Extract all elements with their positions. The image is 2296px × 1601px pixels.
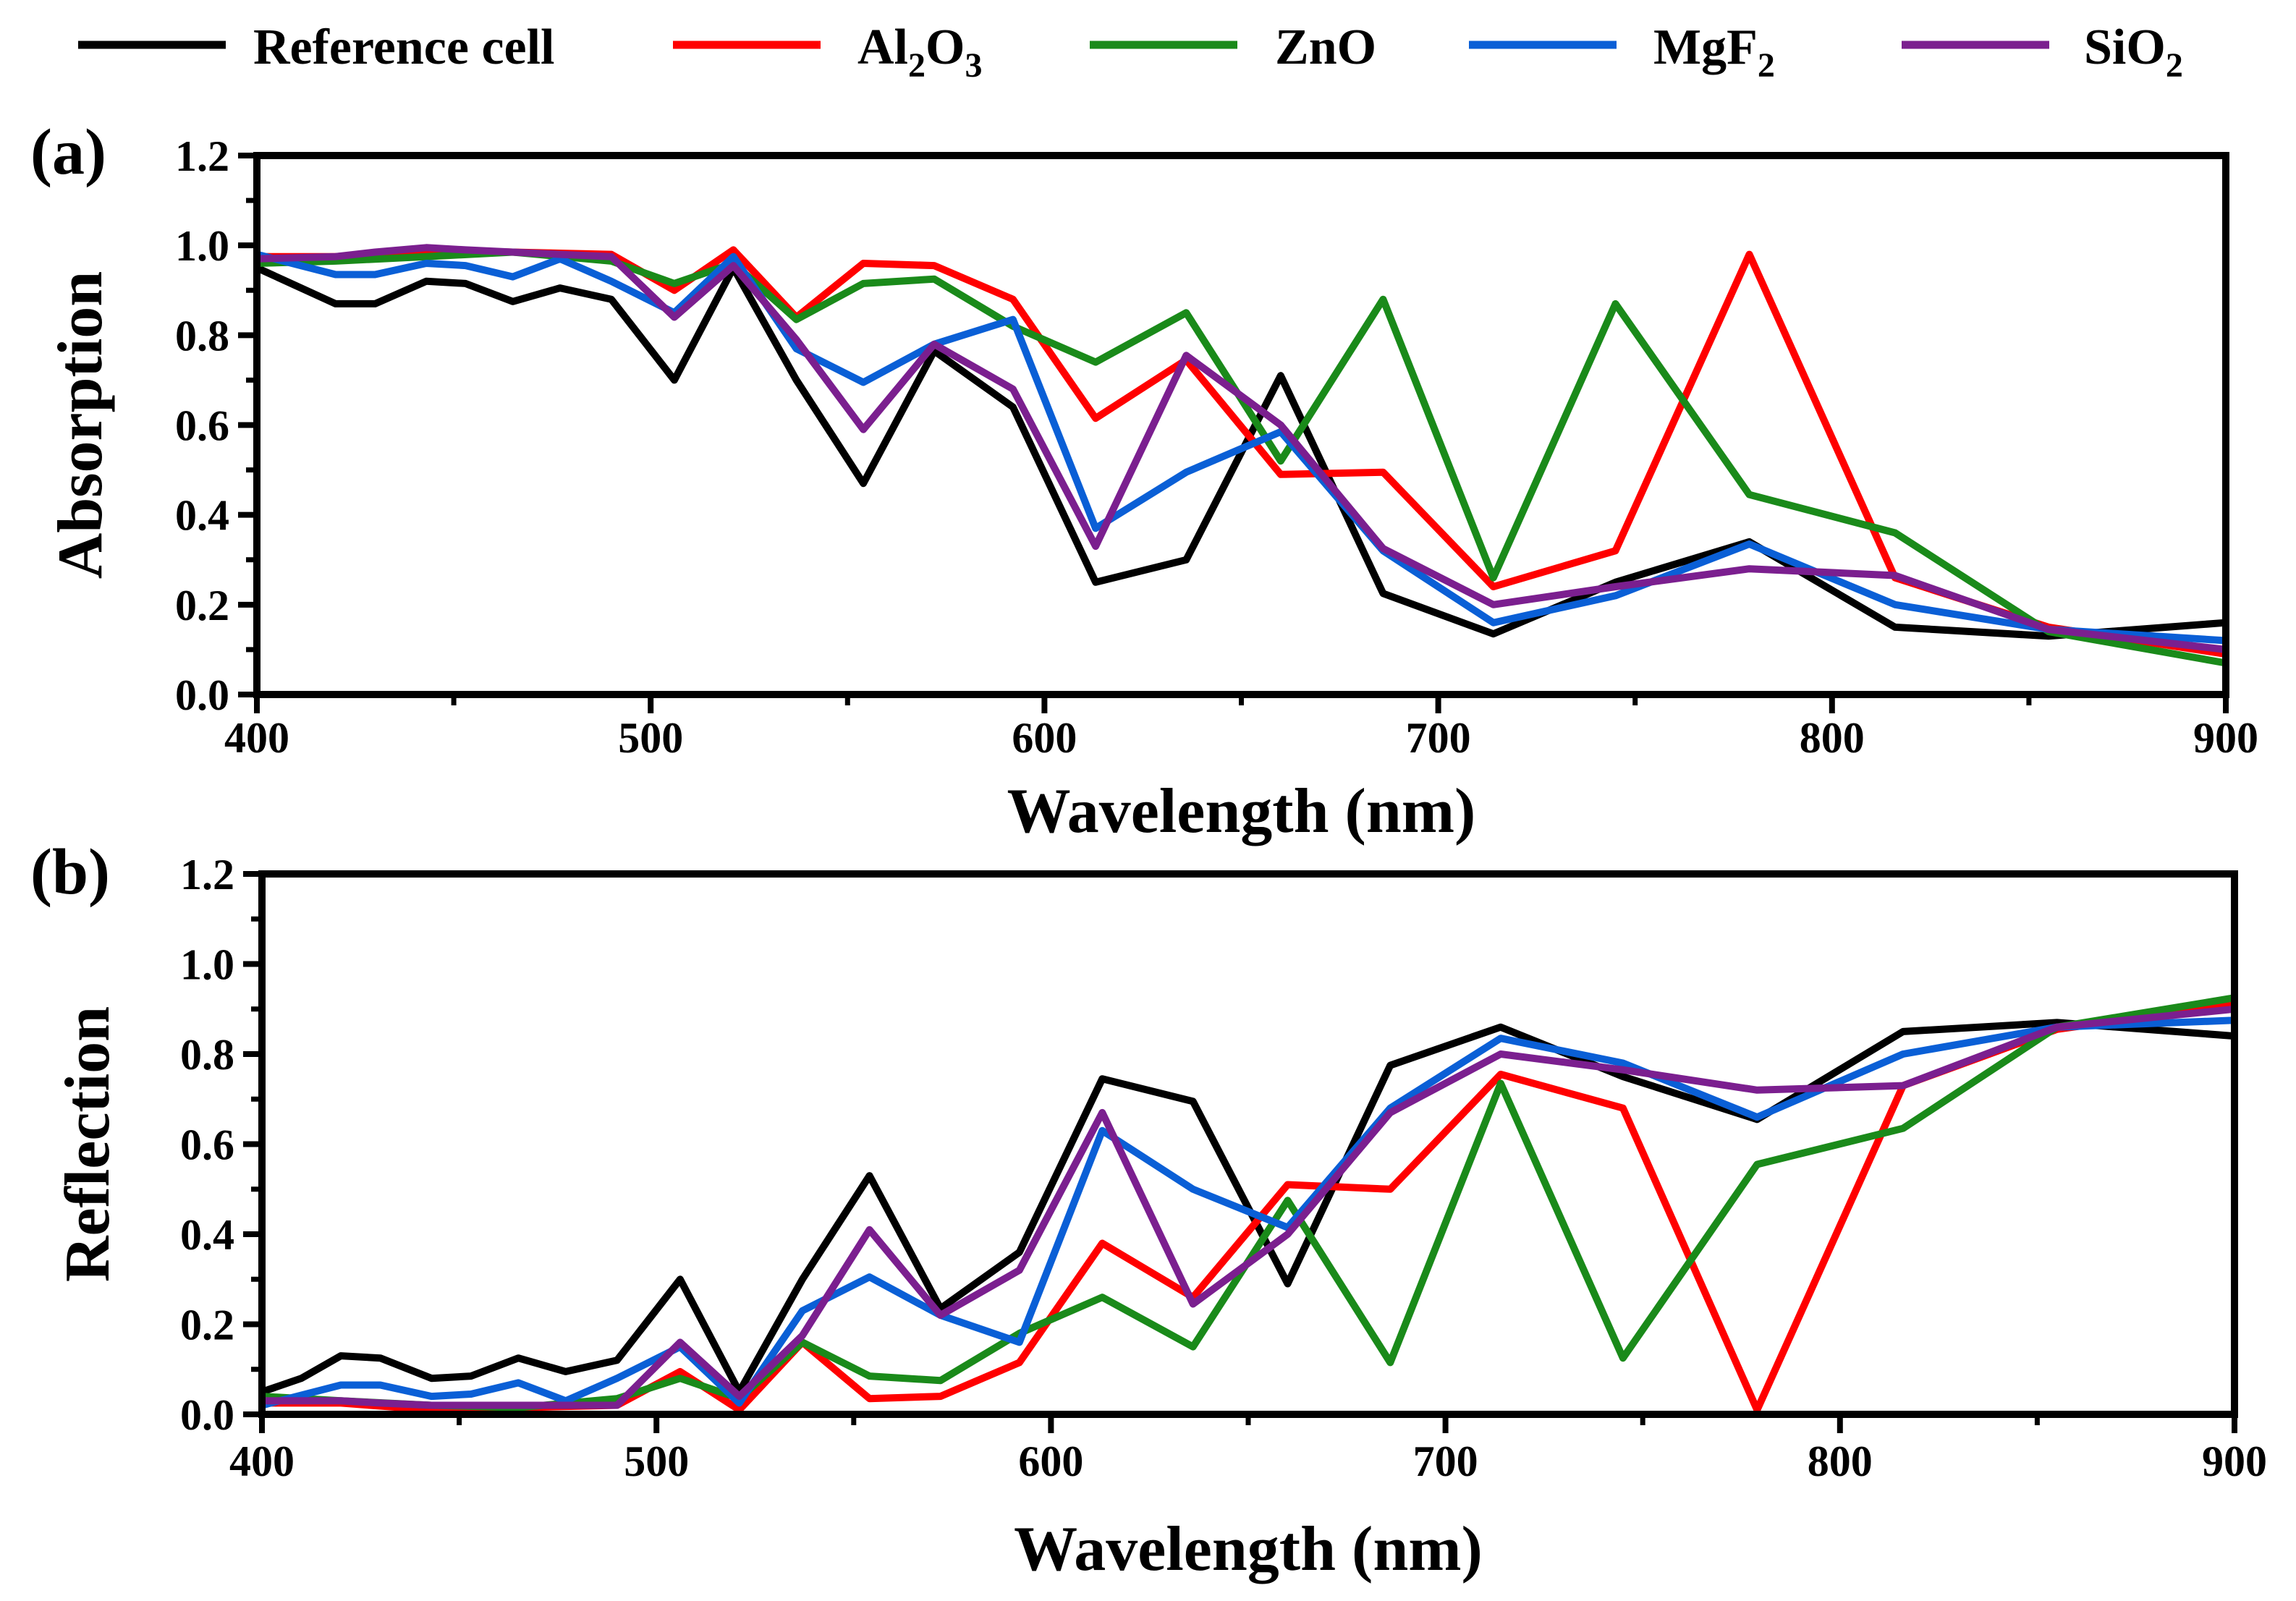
y-tick-label: 0.8 xyxy=(180,1031,234,1079)
y-tick-label: 0.6 xyxy=(180,1121,234,1169)
legend-label: MgF2 xyxy=(1653,20,1775,85)
x-tick-label: 900 xyxy=(2193,714,2258,762)
series-line-sio2 xyxy=(253,244,2229,653)
legend-label: ZnO xyxy=(1275,20,1376,75)
legend-item: SiO2 xyxy=(1902,20,2183,85)
x-tick-label: 600 xyxy=(1012,714,1077,762)
x-tick-label: 400 xyxy=(224,714,289,762)
y-tick-label: 1.0 xyxy=(175,222,229,270)
legend-item: ZnO xyxy=(1090,20,1376,75)
legend-item: Reference cell xyxy=(78,20,554,75)
panel-label: (b) xyxy=(30,836,110,908)
legend: Reference cell Al2O3 ZnO MgF2 SiO2 xyxy=(78,20,2183,85)
x-tick-label: 800 xyxy=(1800,714,1865,762)
x-axis-title: Wavelength (nm) xyxy=(1014,1514,1483,1584)
y-tick-label: 0.4 xyxy=(175,492,229,540)
y-tick-label: 1.0 xyxy=(180,941,234,989)
y-tick-label: 0.8 xyxy=(175,312,229,360)
y-tick-label: 0.2 xyxy=(180,1301,234,1349)
legend-item: Al2O3 xyxy=(673,20,982,85)
y-tick-label: 0.6 xyxy=(175,402,229,450)
y-tick-label: 0.0 xyxy=(180,1391,234,1439)
series-line-sio2 xyxy=(258,1005,2238,1409)
panel-b-reflection: 0.0 0.2 0.4 0.6 0.8 1.0 1.2 400 500 600 700 800 900 W… xyxy=(30,836,2267,1584)
y-tick-label: 0.0 xyxy=(175,671,229,719)
legend-label: SiO2 xyxy=(2084,20,2183,85)
series-line-reference-cell xyxy=(253,264,2229,640)
x-tick-label: 500 xyxy=(618,714,683,762)
x-axis-title: Wavelength (nm) xyxy=(1007,776,1476,846)
x-tick-label: 400 xyxy=(229,1437,295,1485)
x-tick-label: 500 xyxy=(624,1437,689,1485)
legend-label: Al2O3 xyxy=(857,20,982,85)
y-tick-label: 0.4 xyxy=(180,1211,234,1259)
series-line-mgf2 xyxy=(253,250,2229,645)
panel-a-absorption: 0.0 0.2 0.4 0.6 0.8 1.0 1.2 400 500 600 700 800 900 W… xyxy=(30,116,2258,846)
series-line-reference-cell xyxy=(258,1019,2238,1396)
x-tick-label: 800 xyxy=(1808,1437,1873,1485)
legend-label: Reference cell xyxy=(253,20,554,75)
x-tick-label: 700 xyxy=(1406,714,1471,762)
y-tick-label: 1.2 xyxy=(175,132,229,180)
plot-frame xyxy=(258,870,2238,1418)
panel-label: (a) xyxy=(30,116,106,188)
y-axis-title: Reflection xyxy=(53,1006,123,1282)
x-tick-label: 600 xyxy=(1018,1437,1083,1485)
series-line-mgf2 xyxy=(258,1016,2238,1409)
legend-item: MgF2 xyxy=(1469,20,1775,85)
y-tick-label: 0.2 xyxy=(175,582,229,629)
y-tick-label: 1.2 xyxy=(180,851,234,899)
x-tick-label: 700 xyxy=(1413,1437,1478,1485)
y-axis-title: Absorption xyxy=(46,271,116,579)
x-tick-label: 900 xyxy=(2202,1437,2267,1485)
